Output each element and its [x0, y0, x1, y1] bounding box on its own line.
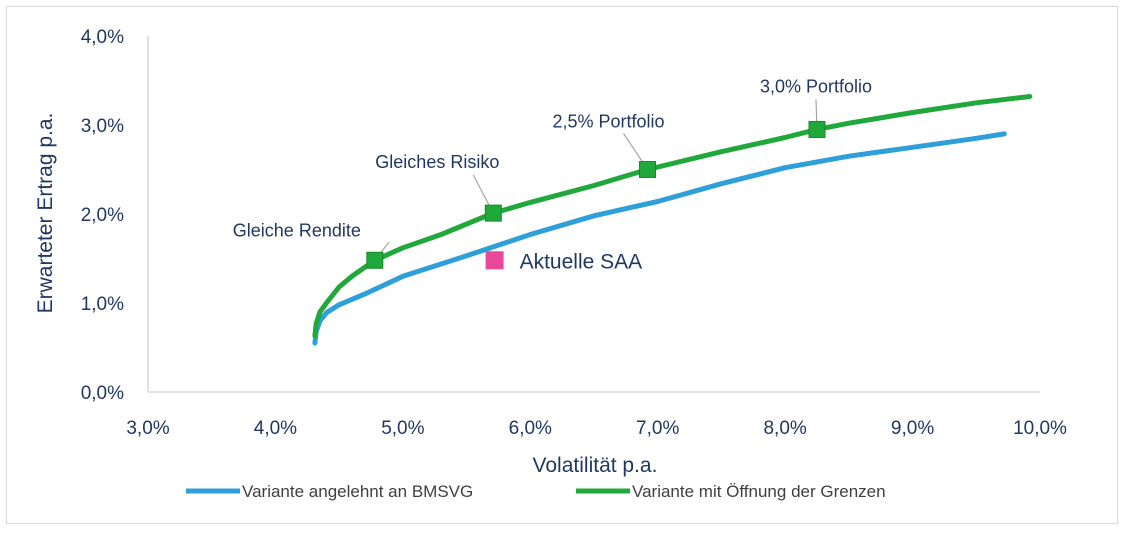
- x-tick-label: 8,0%: [763, 418, 806, 439]
- portfolio-marker: [639, 161, 657, 178]
- portfolio-markers: [366, 120, 826, 269]
- x-tick-label: 9,0%: [891, 418, 934, 439]
- axes: [147, 36, 1040, 393]
- series-line-2: [312, 94, 1033, 339]
- x-tick-label: 3,0%: [126, 418, 169, 439]
- portfolio-marker: [808, 120, 826, 138]
- y-tick-labels: 0,0% 1,0% 2,0% 3,0% 4,0%: [81, 27, 124, 404]
- current-saa-marker: [485, 251, 504, 270]
- y-axis-title: Erwarteter Ertrag p.a.: [34, 113, 57, 314]
- portfolio-marker: [484, 204, 502, 222]
- legend-label: Variante angelehnt an BMSVG: [242, 482, 473, 501]
- x-axis-title: Volatilität p.a.: [533, 454, 658, 477]
- x-tick-label: 7,0%: [636, 418, 679, 439]
- annotation-labels: Gleiche Rendite Gleiches Risiko 2,5% Portf…: [233, 76, 872, 240]
- series-lines: [312, 94, 1033, 346]
- x-tick-label: 5,0%: [381, 418, 424, 439]
- portfolio-marker: [366, 251, 384, 269]
- y-tick-label: 2,0%: [81, 205, 124, 226]
- y-tick-label: 4,0%: [81, 27, 124, 48]
- y-tick-label: 1,0%: [81, 294, 124, 315]
- current-saa-label: Aktuelle SAA: [520, 250, 643, 273]
- y-tick-label: 0,0%: [81, 383, 124, 404]
- x-tick-label: 4,0%: [254, 418, 297, 439]
- x-tick-label: 10,0%: [1013, 418, 1067, 439]
- x-tick-labels: 3,0% 4,0% 5,0% 6,0% 7,0% 8,0% 9,0% 10,0%: [126, 418, 1067, 439]
- x-tick-label: 6,0%: [509, 418, 552, 439]
- series-line-1: [312, 131, 1007, 346]
- annotation-label: Gleiches Risiko: [375, 152, 499, 172]
- annotation-label: Gleiche Rendite: [233, 220, 361, 240]
- annotation-label: 3,0% Portfolio: [760, 76, 872, 96]
- legend: Variante angelehnt an BMSVG Variante mit …: [186, 482, 886, 501]
- annotation-label: 2,5% Portfolio: [552, 112, 664, 132]
- y-tick-label: 3,0%: [81, 116, 124, 137]
- chart-frame: [6, 6, 1118, 524]
- current-saa-point: Aktuelle SAA: [485, 250, 643, 273]
- legend-label: Variante mit Öffnung der Grenzen: [632, 482, 886, 501]
